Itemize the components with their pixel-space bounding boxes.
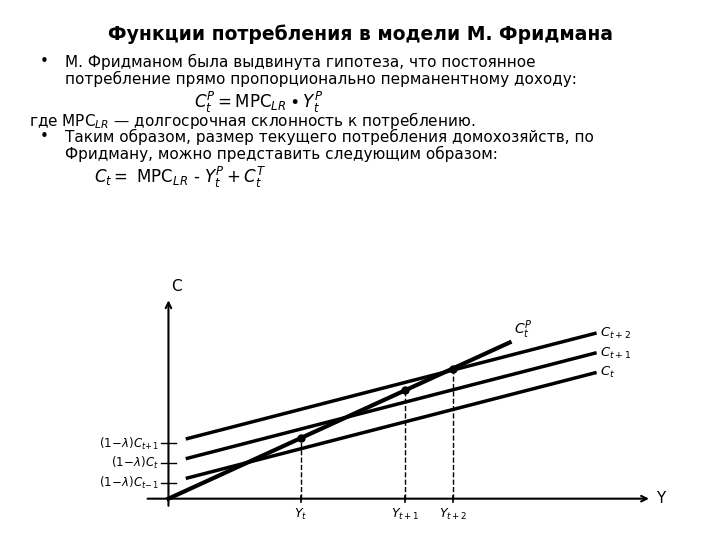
Text: $C_t =\ \mathrm{MPC}_{LR}\ \text{-}\ Y^P_t + C^T_t$: $C_t =\ \mathrm{MPC}_{LR}\ \text{-}\ Y^P… — [94, 165, 266, 190]
Text: $C_{t+1}$: $C_{t+1}$ — [600, 346, 631, 361]
Text: $(1\!-\!\lambda)C_{t\!+\!1}$: $(1\!-\!\lambda)C_{t\!+\!1}$ — [99, 435, 159, 451]
Text: •: • — [40, 129, 48, 144]
Text: $C^P_t$: $C^P_t$ — [514, 318, 533, 341]
Text: потребление прямо пропорционально перманентному доходу:: потребление прямо пропорционально перман… — [65, 71, 577, 87]
Text: $C_t$: $C_t$ — [600, 365, 615, 380]
Text: М. Фридманом была выдвинута гипотеза, что постоянное: М. Фридманом была выдвинута гипотеза, чт… — [65, 54, 536, 70]
Text: $C_{t+2}$: $C_{t+2}$ — [600, 326, 631, 341]
Text: $C^P_t = \mathrm{MPC}_{LR} \bullet Y^P_t$: $C^P_t = \mathrm{MPC}_{LR} \bullet Y^P_t… — [194, 90, 324, 115]
Text: $Y_{t+2}$: $Y_{t+2}$ — [438, 507, 467, 522]
Text: $Y_t$: $Y_t$ — [294, 507, 308, 522]
Text: где $\mathrm{MPC}_{LR}$ — долгосрочная склонность к потреблению.: где $\mathrm{MPC}_{LR}$ — долгосрочная с… — [29, 110, 475, 131]
Text: $(1\!-\!\lambda)C_t$: $(1\!-\!\lambda)C_t$ — [111, 455, 159, 471]
Text: C: C — [171, 279, 181, 294]
Text: •: • — [40, 54, 48, 69]
Text: $Y_{t+1}$: $Y_{t+1}$ — [391, 507, 420, 522]
Text: Функции потребления в модели М. Фридмана: Функции потребления в модели М. Фридмана — [107, 24, 613, 44]
Text: Таким образом, размер текущего потребления домохозяйств, по: Таким образом, размер текущего потреблен… — [65, 129, 594, 145]
Text: $(1\!-\!\lambda)C_{t\!-\!1}$: $(1\!-\!\lambda)C_{t\!-\!1}$ — [99, 475, 159, 491]
Text: Y: Y — [657, 491, 666, 506]
Text: Фридману, можно представить следующим образом:: Фридману, можно представить следующим об… — [65, 146, 498, 162]
